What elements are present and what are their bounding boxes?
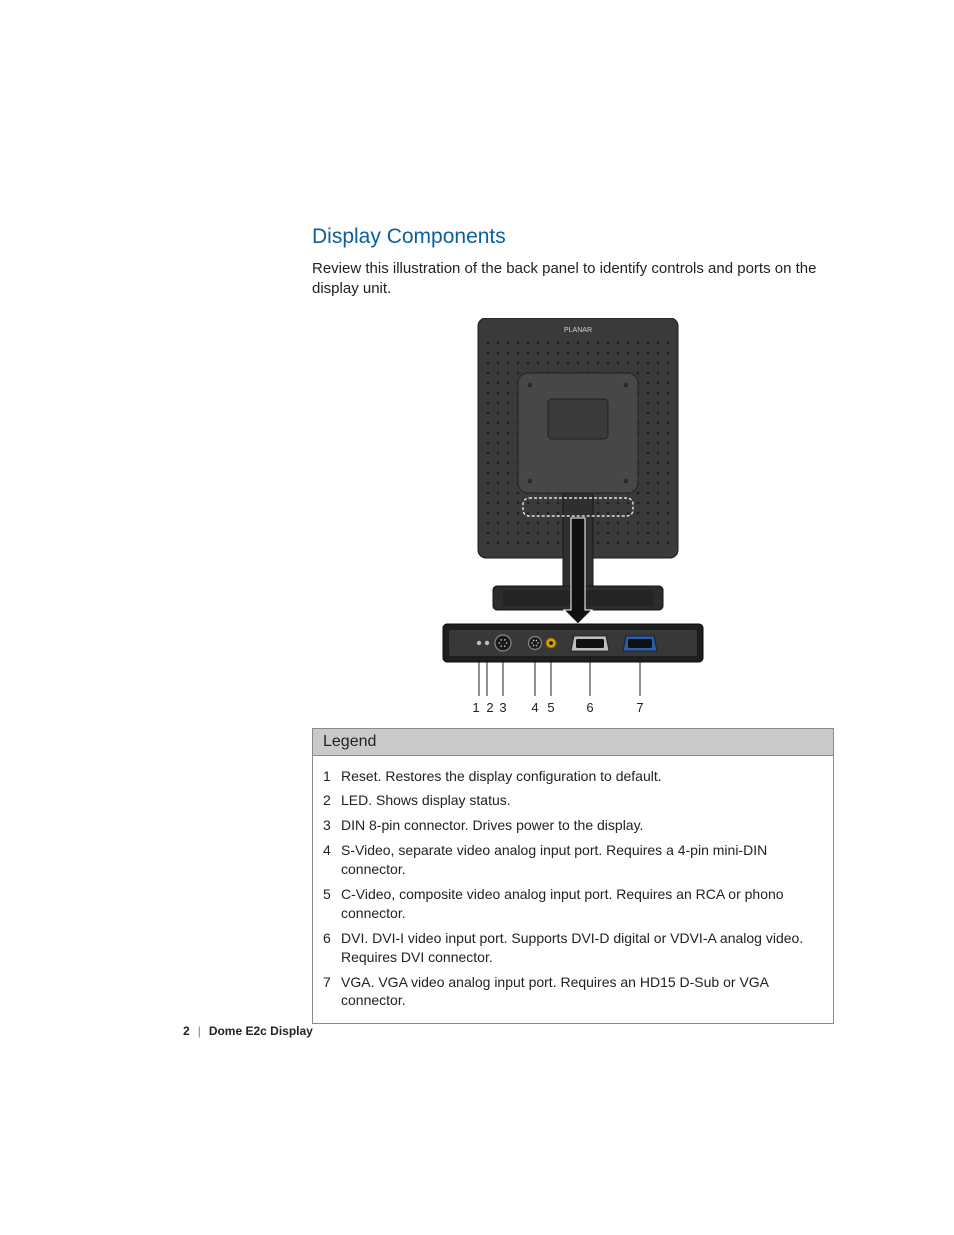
legend-item-text: C-Video, composite video analog input po… [341, 885, 823, 923]
svg-text:7: 7 [636, 700, 643, 715]
legend-row: 5C-Video, composite video analog input p… [319, 882, 827, 926]
legend-item-text: Reset. Restores the display configuratio… [341, 767, 823, 786]
page-footer: 2 | Dome E2c Display [183, 1024, 313, 1038]
intro-paragraph: Review this illustration of the back pan… [312, 259, 834, 300]
monitor-back-panel-diagram: PLANAR 123 45 6 7 [423, 318, 723, 718]
legend-row: 1Reset. Restores the display configurati… [319, 764, 827, 789]
legend-row: 6DVI. DVI-I video input port. Supports D… [319, 926, 827, 970]
svg-text:5: 5 [547, 700, 554, 715]
legend-item-text: DVI. DVI-I video input port. Supports DV… [341, 929, 823, 967]
legend-item-number: 6 [323, 929, 341, 967]
legend-row: 2LED. Shows display status. [319, 788, 827, 813]
legend-title: Legend [313, 729, 833, 756]
legend-row: 7VGA. VGA video analog input port. Requi… [319, 970, 827, 1014]
footer-separator: | [198, 1024, 201, 1038]
document-page: Display Components Review this illustrat… [0, 0, 954, 1235]
legend-item-text: VGA. VGA video analog input port. Requir… [341, 973, 823, 1011]
legend-item-number: 4 [323, 841, 341, 879]
svg-text:1: 1 [472, 700, 479, 715]
svg-text:3: 3 [499, 700, 506, 715]
illustration-container: PLANAR 123 45 6 7 [312, 318, 834, 718]
legend-item-text: S-Video, separate video analog input por… [341, 841, 823, 879]
legend-box: Legend 1Reset. Restores the display conf… [312, 728, 834, 1025]
svg-text:PLANAR: PLANAR [564, 327, 592, 334]
page-number: 2 [183, 1024, 190, 1038]
legend-item-number: 5 [323, 885, 341, 923]
legend-row: 3DIN 8-pin connector. Drives power to th… [319, 813, 827, 838]
section-heading: Display Components [312, 225, 834, 249]
legend-item-number: 1 [323, 767, 341, 786]
svg-text:2: 2 [486, 700, 493, 715]
svg-text:4: 4 [531, 700, 538, 715]
svg-text:6: 6 [586, 700, 593, 715]
legend-item-text: DIN 8-pin connector. Drives power to the… [341, 816, 823, 835]
legend-item-text: LED. Shows display status. [341, 791, 823, 810]
document-name: Dome E2c Display [209, 1024, 313, 1038]
legend-item-number: 7 [323, 973, 341, 1011]
legend-body: 1Reset. Restores the display configurati… [313, 756, 833, 1024]
legend-item-number: 3 [323, 816, 341, 835]
legend-item-number: 2 [323, 791, 341, 810]
legend-row: 4S-Video, separate video analog input po… [319, 838, 827, 882]
